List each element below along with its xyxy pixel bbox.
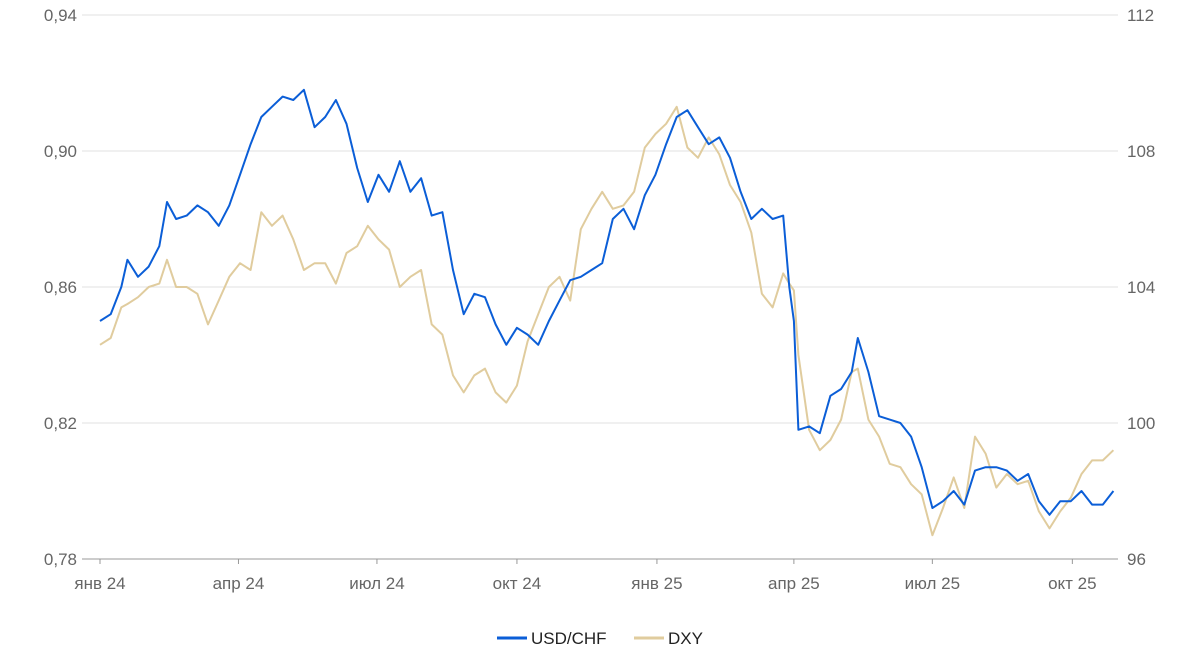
x-tick-label: июл 25 xyxy=(905,574,960,593)
x-tick-label: окт 24 xyxy=(493,574,542,593)
series-line-usdchf xyxy=(99,88,1115,516)
y-left-tick-label: 0,90 xyxy=(44,142,77,161)
grid-lines xyxy=(82,14,1118,560)
y-left-tick-label: 0,86 xyxy=(44,278,77,297)
x-tick-label: янв 24 xyxy=(74,574,125,593)
legend-label-dxy: DXY xyxy=(668,629,703,648)
y-right-tick-label: 96 xyxy=(1127,550,1146,569)
x-tick-label: янв 25 xyxy=(631,574,682,593)
x-tick-label: апр 25 xyxy=(768,574,820,593)
y-left-tick-label: 0,94 xyxy=(44,6,77,25)
x-axis: янв 24 апр 24 июл 24 окт 24 янв 25 апр 25 июл … xyxy=(74,559,1097,593)
y-right-tick-label: 112 xyxy=(1127,6,1154,25)
legend: USD/CHF DXY xyxy=(497,629,703,648)
y-right-tick-label: 108 xyxy=(1127,142,1155,161)
y-left-tick-label: 0,82 xyxy=(44,414,77,433)
x-tick-label: апр 24 xyxy=(213,574,265,593)
series-lines xyxy=(99,88,1115,537)
y-axis-right: 96 100 104 108 112 xyxy=(1127,6,1155,569)
x-tick-label: июл 24 xyxy=(349,574,404,593)
y-left-tick-label: 0,78 xyxy=(44,550,77,569)
y-right-tick-label: 100 xyxy=(1127,414,1155,433)
x-tick-label: окт 25 xyxy=(1048,574,1097,593)
series-line-dxy xyxy=(99,105,1115,537)
legend-label-usdchf: USD/CHF xyxy=(531,629,607,648)
y-right-tick-label: 104 xyxy=(1127,278,1155,297)
y-axis-left: 0,78 0,82 0,86 0,90 0,94 xyxy=(44,6,77,569)
